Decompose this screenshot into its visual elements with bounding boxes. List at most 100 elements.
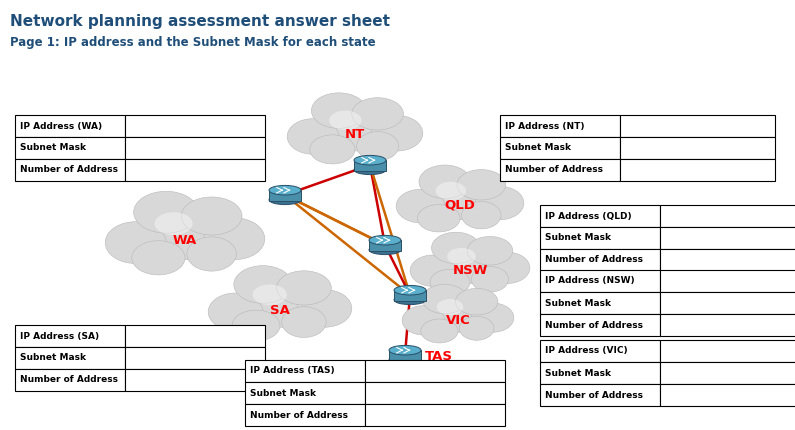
Bar [15, 137, 125, 159]
Text: IP Address (SA): IP Address (SA) [20, 332, 99, 341]
Bar [660, 270, 795, 292]
Bar [660, 362, 795, 384]
Bar [540, 362, 660, 384]
Ellipse shape [181, 197, 242, 235]
Bar [500, 115, 620, 137]
Text: IP Address (QLD): IP Address (QLD) [545, 212, 631, 221]
Bar [365, 360, 505, 382]
Text: NT: NT [345, 129, 365, 141]
Ellipse shape [410, 255, 456, 286]
Ellipse shape [312, 93, 366, 129]
Ellipse shape [439, 246, 502, 283]
Bar [125, 325, 265, 347]
Bar [125, 115, 265, 137]
Ellipse shape [354, 155, 386, 165]
Text: Subnet Mask: Subnet Mask [250, 388, 316, 397]
Text: QLD: QLD [444, 199, 475, 212]
Ellipse shape [253, 285, 287, 305]
Bar [620, 137, 775, 159]
Bar [540, 249, 660, 271]
Ellipse shape [281, 307, 326, 338]
Ellipse shape [394, 295, 426, 304]
Bar [365, 404, 505, 426]
Text: Subnet Mask: Subnet Mask [505, 144, 571, 153]
Ellipse shape [242, 283, 318, 327]
Ellipse shape [310, 135, 355, 164]
Text: Network planning assessment answer sheet: Network planning assessment answer sheet [10, 14, 390, 29]
Bar [540, 270, 660, 292]
Ellipse shape [369, 235, 401, 245]
Bar [500, 137, 620, 159]
Ellipse shape [422, 284, 467, 313]
Ellipse shape [287, 119, 339, 154]
Ellipse shape [467, 237, 513, 265]
Ellipse shape [154, 212, 192, 235]
Ellipse shape [277, 271, 332, 305]
Bar [15, 115, 125, 137]
FancyBboxPatch shape [369, 240, 401, 251]
Bar [540, 205, 660, 227]
Ellipse shape [432, 232, 480, 264]
Ellipse shape [208, 293, 263, 331]
Ellipse shape [436, 299, 463, 315]
Text: Subnet Mask: Subnet Mask [545, 298, 611, 307]
Bar [660, 340, 795, 362]
Ellipse shape [187, 237, 236, 271]
Text: Subnet Mask: Subnet Mask [20, 144, 86, 153]
Text: IP Address (VIC): IP Address (VIC) [545, 347, 627, 356]
Text: Subnet Mask: Subnet Mask [545, 369, 611, 378]
Ellipse shape [297, 290, 352, 327]
Ellipse shape [232, 310, 280, 341]
Text: NSW: NSW [452, 264, 487, 276]
Text: Number of Address: Number of Address [505, 166, 603, 175]
Text: Number of Address: Number of Address [20, 375, 118, 384]
Ellipse shape [475, 186, 524, 220]
Bar [620, 115, 775, 137]
Text: VIC: VIC [446, 313, 471, 326]
Ellipse shape [371, 116, 423, 151]
Ellipse shape [460, 316, 494, 340]
Bar [125, 347, 265, 369]
Ellipse shape [427, 180, 494, 220]
Ellipse shape [204, 218, 265, 260]
Ellipse shape [396, 189, 444, 223]
Bar [125, 369, 265, 391]
Bar [15, 347, 125, 369]
Ellipse shape [419, 165, 471, 199]
Text: IP Address (NT): IP Address (NT) [505, 122, 584, 130]
Text: Number of Address: Number of Address [545, 320, 643, 329]
Bar [15, 159, 125, 181]
Text: SA: SA [270, 304, 290, 316]
Bar [540, 384, 660, 406]
Ellipse shape [448, 248, 475, 265]
Ellipse shape [389, 345, 421, 355]
Bar [245, 404, 365, 426]
Ellipse shape [436, 182, 466, 200]
Ellipse shape [329, 111, 362, 130]
Ellipse shape [320, 109, 390, 151]
Text: Page 1: IP address and the Subnet Mask for each state: Page 1: IP address and the Subnet Mask f… [10, 36, 375, 49]
Text: WA: WA [173, 233, 197, 246]
Ellipse shape [484, 252, 529, 283]
Ellipse shape [421, 319, 458, 343]
Text: TAS: TAS [425, 350, 453, 363]
FancyBboxPatch shape [354, 160, 386, 171]
Text: IP Address (WA): IP Address (WA) [20, 122, 102, 130]
Bar [660, 314, 795, 336]
Ellipse shape [429, 298, 487, 332]
Bar [660, 227, 795, 249]
Bar [125, 137, 265, 159]
Text: Subnet Mask: Subnet Mask [20, 353, 86, 362]
Ellipse shape [134, 191, 198, 233]
Ellipse shape [402, 306, 444, 335]
Bar [540, 227, 660, 249]
Text: IP Address (TAS): IP Address (TAS) [250, 366, 335, 375]
Ellipse shape [456, 289, 498, 315]
Ellipse shape [351, 98, 403, 130]
Ellipse shape [269, 195, 301, 205]
Ellipse shape [234, 266, 292, 303]
Ellipse shape [417, 205, 460, 232]
Ellipse shape [132, 241, 185, 275]
Text: Number of Address: Number of Address [545, 390, 643, 399]
Ellipse shape [394, 286, 426, 295]
